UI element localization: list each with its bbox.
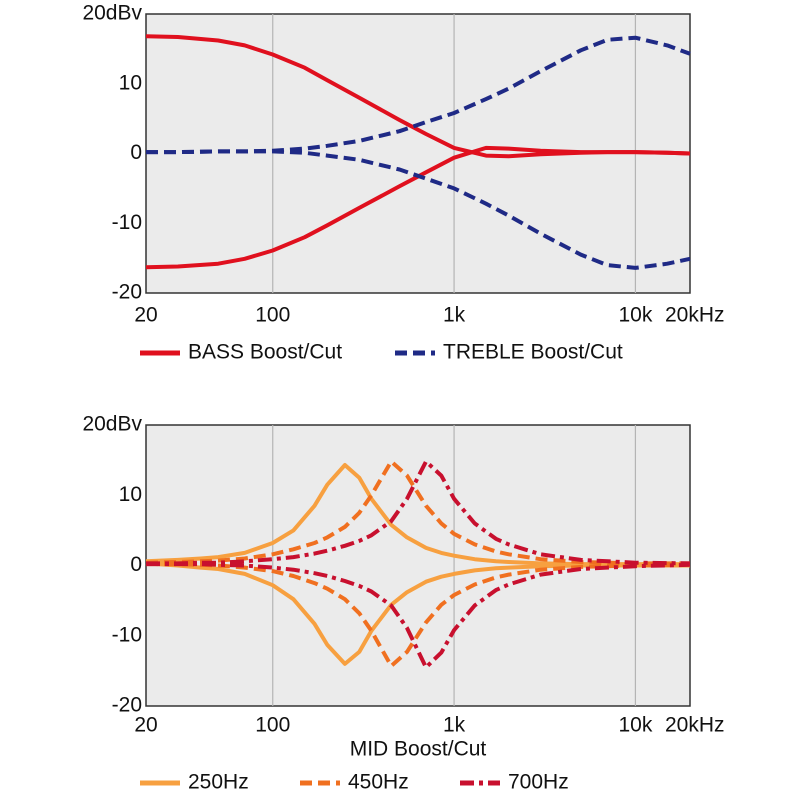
legend-label: BASS Boost/Cut: [188, 341, 342, 364]
legend-label: 450Hz: [348, 771, 409, 794]
curve: [146, 149, 691, 270]
y-tick-label: -10: [112, 623, 142, 646]
x-tick-label: 20kHz: [665, 714, 725, 737]
y-tick-label: 10: [119, 71, 142, 94]
curve: [145, 459, 690, 566]
y-tick-label: 10: [119, 483, 142, 506]
x-tick-label: 20: [134, 714, 157, 737]
curve: [145, 561, 690, 666]
y-tick-label: 0: [130, 141, 142, 164]
x-tick-label: 10k: [618, 304, 652, 327]
x-tick-label: 100: [255, 304, 290, 327]
y-tick-label: -10: [112, 211, 142, 234]
y-tick-label: 0: [130, 553, 142, 576]
legend-label: 700Hz: [508, 771, 569, 794]
curve: [145, 145, 691, 270]
legend-label: 250Hz: [188, 771, 249, 794]
curve: [146, 562, 691, 670]
x-tick-label: 20: [134, 304, 157, 327]
x-tick-label: 100: [255, 714, 290, 737]
x-tick-label: 10k: [618, 714, 652, 737]
x-tick-label: 1k: [443, 304, 466, 327]
y-tick-label: -20: [112, 694, 142, 717]
legend-label: TREBLE Boost/Cut: [443, 341, 623, 364]
curve: [145, 463, 690, 567]
x-tick-label: 20kHz: [665, 304, 725, 327]
y-tick-label: -20: [112, 281, 142, 304]
y-tick-label: 20dBv: [82, 2, 142, 25]
x-tick-label: 1k: [443, 714, 466, 737]
curve: [146, 459, 691, 566]
x-axis-label: MID Boost/Cut: [350, 738, 487, 761]
y-tick-label: 20dBv: [82, 413, 142, 436]
